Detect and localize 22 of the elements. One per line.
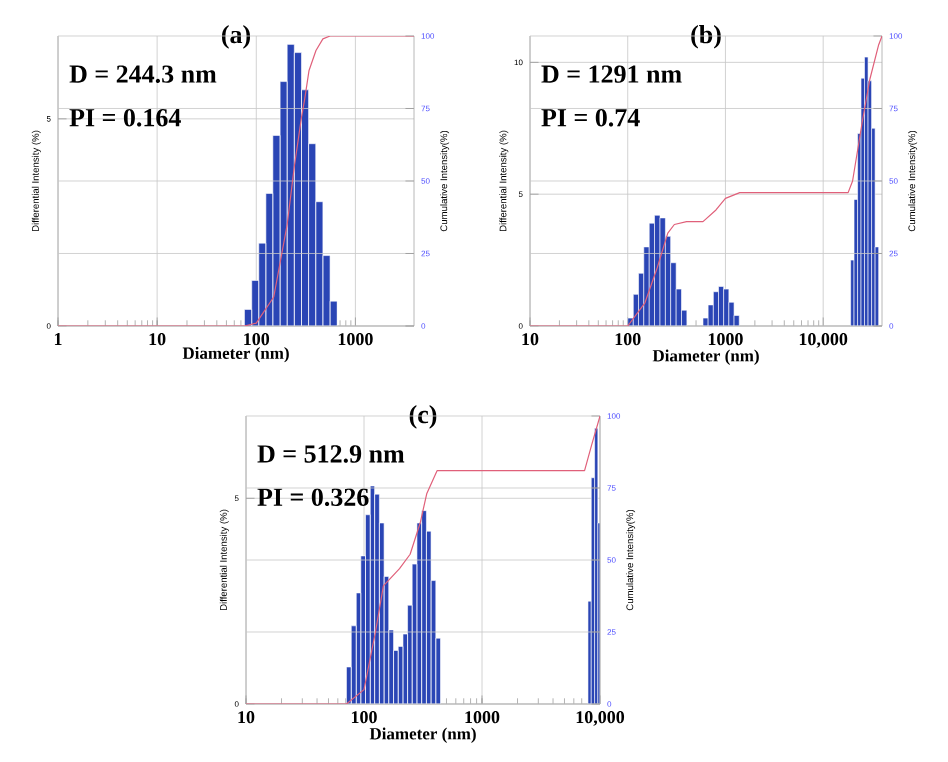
annotation: PI = 0.74 [541,108,640,127]
x-tick-label: 100 [244,333,270,346]
x-axis-title: Diameter (nm) [182,346,289,363]
x-axis-title: Diameter (nm) [369,727,476,743]
x-tick-label: 1000 [338,333,373,346]
annotation: PI = 0.326 [257,488,369,507]
x-tick-label: 1000 [708,333,743,346]
chart-title: (c) [409,405,437,429]
x-tick-label: 10,000 [576,711,625,726]
chart-title: (a) [221,25,251,49]
x-tick-label: 100 [351,711,377,724]
x-tick-label: 10 [149,333,166,346]
annotation: PI = 0.164 [69,108,181,127]
chart-title: (b) [691,25,721,49]
x-axis-title: Diameter (nm) [652,349,759,365]
annotation: D = 244.3 nm [69,65,217,83]
x-tick-label: 10,000 [799,333,848,348]
annotation: D = 512.9 nm [257,445,405,463]
annotation: D = 1291 nm [541,65,682,83]
x-tick-label: 100 [615,333,641,346]
x-tick-label: 1000 [465,711,500,724]
x-tick-label: 1 [54,333,62,345]
